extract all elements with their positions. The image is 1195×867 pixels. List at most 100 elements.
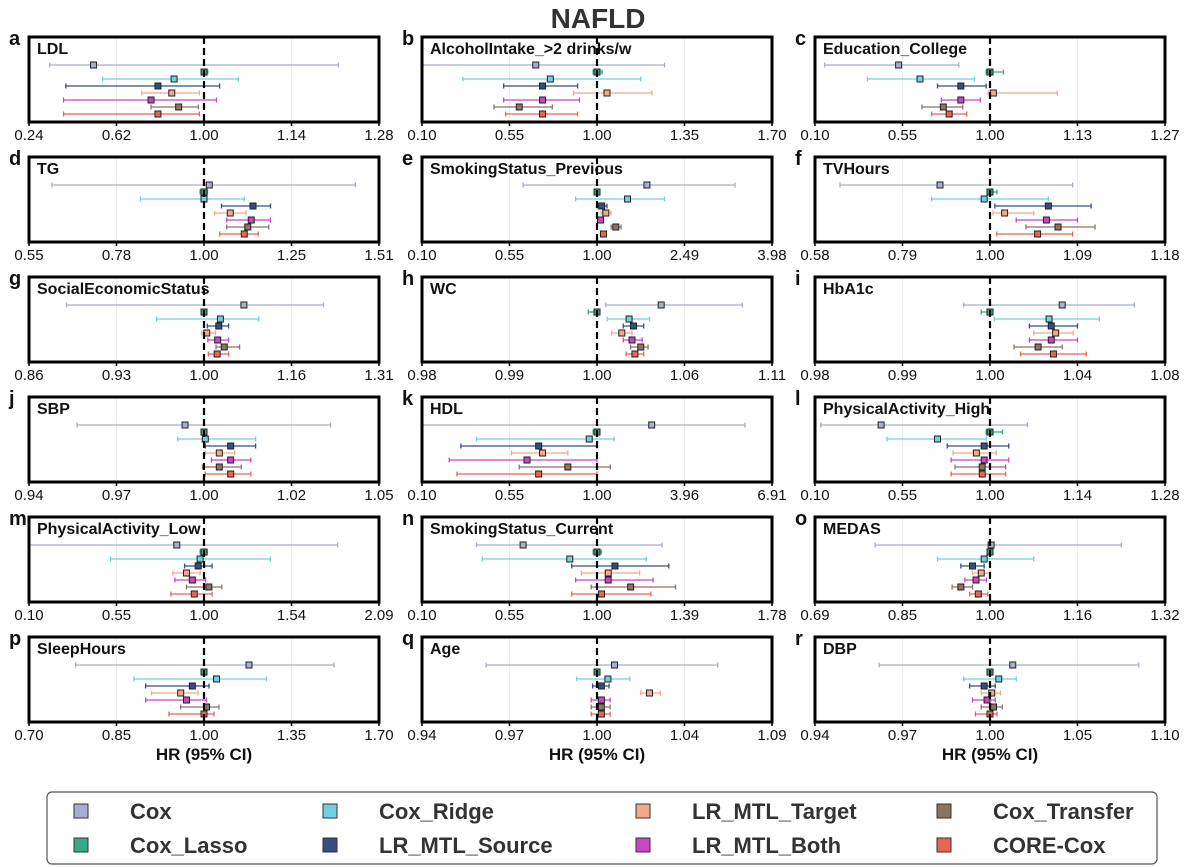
tick-label: 0.10	[407, 607, 436, 624]
panel-letter: l	[795, 388, 801, 410]
tick-label: 1.00	[189, 367, 218, 384]
panel-title: LDL	[37, 41, 68, 58]
legend-label: LR_MTL_Target	[692, 799, 857, 824]
hr-point	[244, 223, 252, 231]
tick-label: 1.00	[582, 727, 611, 744]
panel-letter: d	[9, 148, 21, 170]
tick-label: 0.55	[102, 607, 131, 624]
hr-point	[523, 456, 531, 464]
hr-point	[215, 449, 223, 457]
panel-title: TG	[37, 161, 59, 178]
hr-point	[980, 456, 988, 464]
hr-point	[597, 703, 605, 711]
hr-point	[974, 590, 982, 598]
tick-label: 1.00	[189, 607, 218, 624]
legend-label: LR_MTL_Both	[692, 833, 841, 858]
hr-point	[227, 442, 235, 450]
tick-label: 0.55	[888, 487, 917, 504]
hr-point	[978, 470, 986, 478]
hr-point	[597, 682, 605, 690]
hr-point	[1054, 223, 1062, 231]
panel-letter: k	[402, 388, 414, 410]
tick-label: 0.97	[102, 487, 131, 504]
tick-label: 2.49	[670, 247, 699, 264]
hr-point	[1001, 209, 1009, 217]
hr-point	[611, 562, 619, 570]
hr-point	[597, 696, 605, 704]
hr-point	[205, 181, 213, 189]
tick-label: 1.00	[189, 127, 218, 144]
legend-label: Cox_Lasso	[130, 833, 247, 858]
hr-point	[214, 336, 222, 344]
panel-d: 0.55 0.78 1.00 1.25 1.51 d TG	[9, 148, 394, 264]
tick-label: 0.10	[14, 607, 43, 624]
hr-point	[990, 703, 997, 711]
tick-label: 0.97	[888, 727, 917, 744]
hr-point	[240, 230, 248, 238]
hr-point	[624, 195, 632, 203]
hr-point	[939, 103, 947, 111]
hr-point	[618, 329, 626, 337]
hr-point	[936, 181, 944, 189]
hr-point	[215, 322, 223, 330]
tick-label: 1.00	[975, 607, 1004, 624]
panel-title: WC	[430, 281, 457, 298]
panel-title: PhysicalActivity_Low	[37, 521, 201, 538]
tick-label: 1.51	[364, 247, 393, 264]
hr-point	[245, 661, 253, 669]
panel-title: HDL	[430, 401, 463, 418]
panel-letter: n	[402, 508, 414, 530]
legend-swatch	[73, 803, 89, 819]
hr-point	[539, 110, 547, 118]
hr-point	[983, 696, 991, 704]
tick-label: 0.93	[102, 367, 131, 384]
hr-point	[249, 202, 257, 210]
legend-item: Cox_Lasso	[73, 833, 247, 858]
hr-point	[226, 209, 234, 217]
hr-point	[535, 470, 543, 478]
hr-point	[980, 442, 988, 450]
legend-label: CORE-Cox	[993, 833, 1106, 858]
panel-title: SBP	[37, 401, 70, 418]
hr-point	[539, 96, 547, 104]
tick-label: 0.98	[800, 367, 829, 384]
hr-point	[1052, 329, 1060, 337]
hr-point	[1047, 336, 1055, 344]
tick-label: 1.04	[670, 727, 699, 744]
hr-point	[603, 89, 611, 97]
tick-label: 1.00	[975, 247, 1004, 264]
tick-label: 1.39	[670, 607, 699, 624]
hr-point	[597, 590, 605, 598]
panel-title: SocialEconomicStatus	[37, 281, 210, 298]
legend-item: Cox_Transfer	[936, 799, 1134, 824]
hr-point	[194, 562, 202, 570]
hr-point	[980, 195, 988, 203]
tick-label: 1.00	[189, 247, 218, 264]
hr-point	[1042, 216, 1050, 224]
tick-label: 1.09	[757, 727, 786, 744]
hr-point	[213, 675, 220, 683]
tick-label: 1.35	[277, 727, 306, 744]
panel-letter: e	[402, 148, 413, 170]
panels-group: 0.24 0.62 1.00 1.14 1.28 a LDL 0.10 0.55 1.00 1.35…	[8, 28, 1180, 764]
tick-label: 0.62	[102, 127, 131, 144]
hr-point	[612, 223, 620, 231]
tick-label: 0.70	[14, 727, 43, 744]
panel-q: 0.94 0.97 1.00 1.04 1.09 q Age HR (95% CI)	[402, 628, 787, 764]
hr-point	[895, 61, 903, 69]
tick-label: 0.55	[495, 487, 524, 504]
tick-label: 6.91	[757, 487, 786, 504]
hr-point	[1034, 230, 1042, 238]
hr-point	[170, 75, 178, 83]
panel-h: 0.98 0.99 1.00 1.06 1.11 h WC	[402, 268, 786, 384]
tick-label: 1.00	[975, 487, 1004, 504]
hr-point	[177, 689, 185, 697]
hr-point	[585, 435, 593, 443]
tick-label: 1.02	[277, 487, 306, 504]
panel-title: SmokingStatus_Current	[430, 521, 614, 538]
tick-label: 0.10	[407, 247, 436, 264]
panel-letter: a	[9, 28, 21, 50]
hr-point	[599, 230, 607, 238]
hr-point	[89, 61, 97, 69]
